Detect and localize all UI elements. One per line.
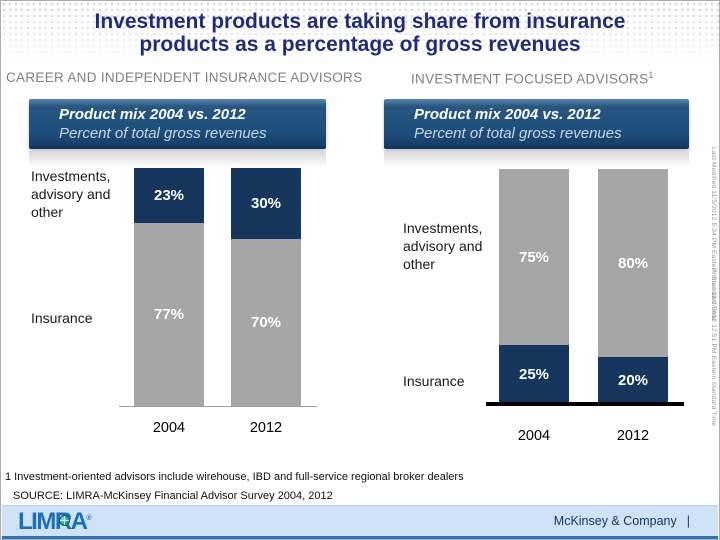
bar-segment: 77% [134,222,204,406]
x-axis-baseline-right [486,402,684,406]
chart-subtitle: Percent of total gross revenues [414,125,622,142]
bar-value-label: 25% [518,366,550,384]
chart-title: Product mix 2004 vs. 2012 [414,106,601,123]
chart-title: Product mix 2004 vs. 2012 [59,106,246,123]
slide-title: Investment products are taking share fro… [1,10,719,56]
series-label-insurance-left: Insurance [31,310,93,326]
chart-subtitle: Percent of total gross revenues [59,125,267,142]
bar-value-label: 80% [617,254,649,272]
bar-value-label: 30% [250,195,282,213]
bar-value-label: 77% [153,305,185,323]
bar-segment: 20% [598,357,668,404]
slide-title-line1: Investment products are taking share fro… [94,10,626,33]
bar-value-label: 75% [518,248,550,266]
bar-value-label: 23% [153,186,185,204]
footer-divider: | [686,514,690,528]
section-header-insurance-advisors: CAREER AND INDEPENDENT INSURANCE ADVISOR… [6,70,362,85]
x-tick-label: 2004 [152,420,186,436]
stacked-bar-2004: 75% 25% [499,169,569,404]
source-line: SOURCE: LIMRA-McKinsey Financial Advisor… [13,490,333,502]
bar-segment: 70% [231,239,301,406]
series-label-insurance-right: Insurance [403,373,465,389]
limra-logo: LIMRA® [18,508,92,536]
panel-shadow [29,151,326,167]
chart-header-box-right: Product mix 2004 vs. 2012 Percent of tot… [384,99,689,149]
section-header-text: CAREER AND INDEPENDENT INSURANCE ADVISOR… [6,70,363,85]
mckinsey-text: McKinsey & Company [553,514,677,528]
dotted-background [1,1,719,63]
slide-title-line2: products as a percentage of gross revenu… [139,33,581,56]
bar-value-label: 20% [617,372,649,389]
x-tick-label: 2004 [517,428,551,444]
series-label-investments-right: Investments, advisory and other [403,220,483,272]
stacked-bar-chart-left: 23% 77% 30% 70% [119,168,316,406]
margin-note-printed: Printed 11/3/2012 12:51 PM Eastern Stand… [710,268,717,427]
x-tick-label: 2012 [249,420,283,436]
chart-header-box-left: Product mix 2004 vs. 2012 Percent of tot… [29,99,326,149]
footer-accent-line [2,536,718,539]
stacked-bar-2004: 23% 77% [134,168,204,406]
bar-segment: 25% [499,345,569,404]
stacked-bar-2012: 80% 20% [598,169,668,404]
section-header-text: INVESTMENT FOCUSED ADVISORS [411,71,649,87]
x-axis-baseline-left [119,406,317,407]
mckinsey-wordmark: McKinsey & Company | [554,514,690,528]
footnote-marker: 1 [648,70,654,80]
footer-bar: LIMRA® McKinsey & Company | [2,505,718,536]
registered-mark: ® [86,515,92,522]
bar-segment: 23% [134,168,204,223]
bar-value-label: 70% [250,314,282,332]
bar-segment: 80% [598,169,668,357]
bar-segment: 30% [231,168,301,240]
footnote: 1 Investment-oriented advisors include w… [5,471,464,483]
stacked-bar-2012: 30% 70% [231,168,301,406]
section-header-investment-advisors: INVESTMENT FOCUSED ADVISORS1 [411,70,654,87]
globe-icon [59,515,70,526]
x-tick-label: 2012 [616,428,650,444]
series-label-investments-left: Investments, advisory and other [31,168,111,220]
panel-shadow [384,151,689,167]
bar-segment: 75% [499,169,569,346]
limra-logo-text: LIMRA [18,508,88,535]
stacked-bar-chart-right: 75% 25% 80% 20% [486,169,684,404]
margin-note-last-modified: Last Modified 11/5/2012 5:34 PM Eastern … [710,147,717,321]
